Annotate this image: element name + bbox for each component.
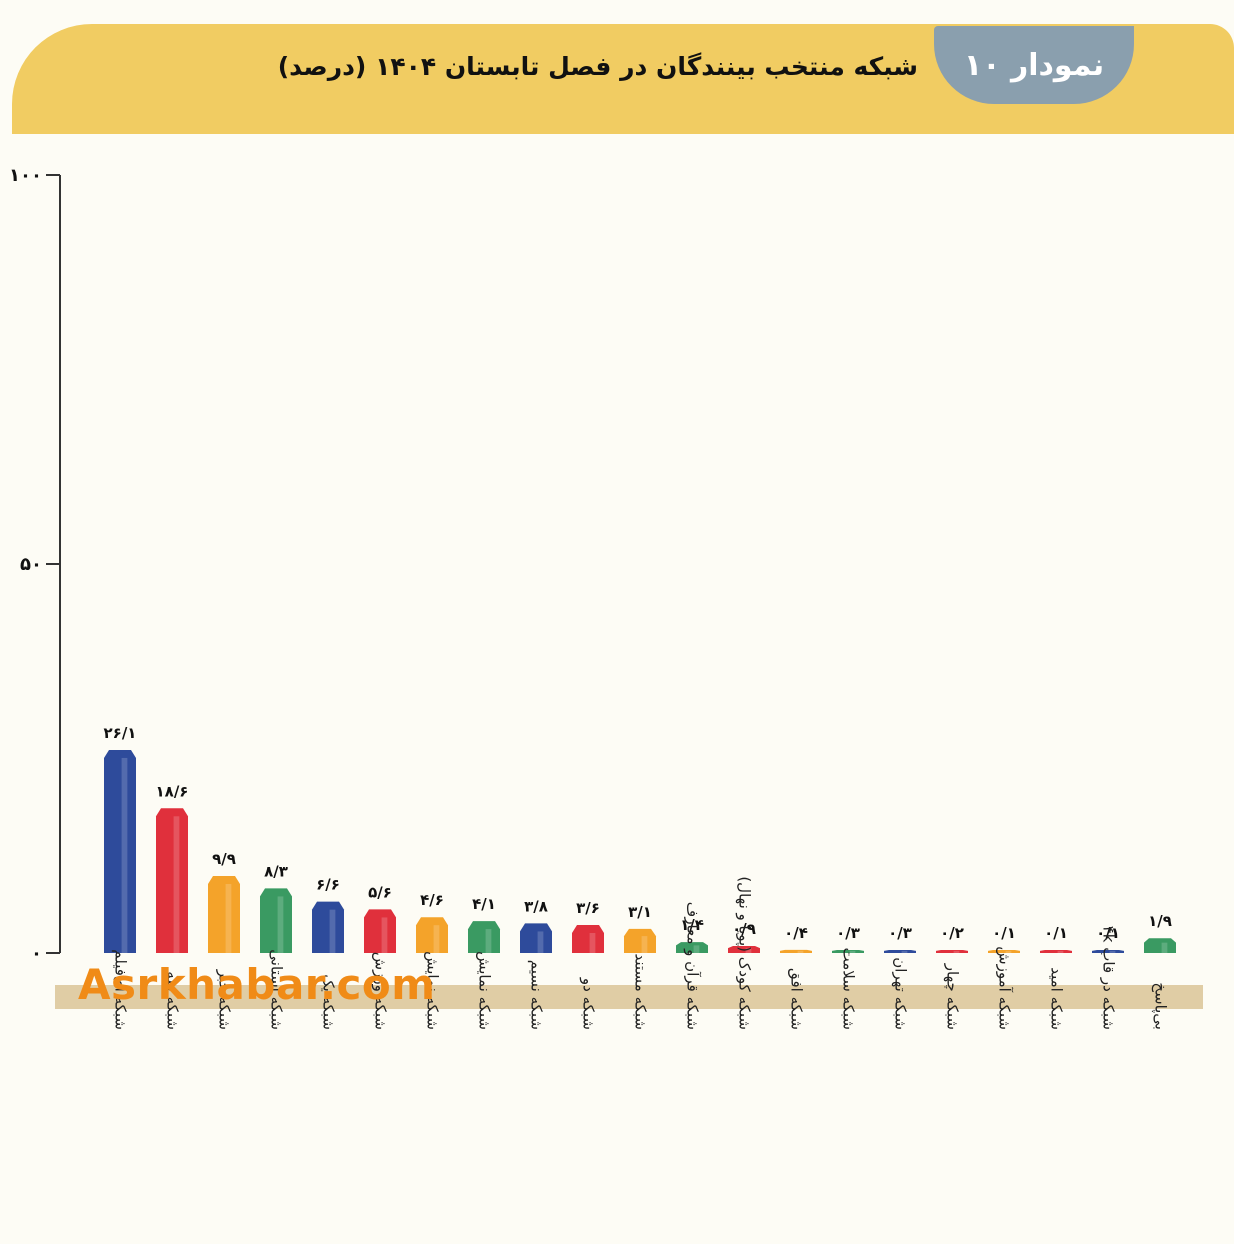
data-label: ۸/۳ [264, 862, 288, 880]
category-label: شبکه آموزش [996, 946, 1014, 1030]
bar [208, 875, 240, 953]
data-label: ۰/۹ [732, 920, 756, 938]
category-label: شبکه مستند [632, 953, 650, 1030]
data-label: ۰/۳ [836, 924, 860, 942]
data-label: ۰/۱ [1044, 924, 1068, 942]
data-label: ۲۶/۱ [104, 724, 137, 742]
category-label: شبکه قرآن و معارف [684, 902, 702, 1030]
data-label: ۱۸/۶ [156, 782, 189, 800]
data-label: ۰/۱ [1096, 924, 1120, 942]
y-tick-label: ۱۰۰ [9, 165, 42, 186]
data-label: ۰/۱ [992, 924, 1016, 942]
bar [780, 949, 812, 953]
category-label: شبکه دو [580, 977, 598, 1030]
bar [936, 950, 968, 953]
bar-highlight [797, 950, 804, 953]
bar-highlight [225, 883, 232, 953]
chart-title: شبکه منتخب بینندگان در فصل تابستان ۱۴۰۴ … [277, 52, 918, 81]
bar [520, 923, 552, 953]
bar [260, 888, 292, 953]
category-label: شبکه آی‌فیلم [112, 949, 130, 1030]
data-label: ۳/۸ [524, 897, 548, 915]
bar-highlight [953, 950, 960, 953]
data-label: ۱/۴ [680, 916, 704, 934]
data-label: ۹/۹ [212, 850, 236, 868]
bar [832, 950, 864, 953]
bar-highlight [745, 948, 752, 953]
category-labels-group: شبکه آی‌فیلم شبکه سه شبکه خبر شبکه استانی شب… [112, 876, 1170, 1030]
bar-highlight [485, 929, 492, 953]
category-label: شبکه تهران [892, 957, 910, 1030]
data-label: ۴/۶ [420, 891, 444, 909]
data-label: ۰/۲ [940, 924, 964, 942]
data-label: ۵/۶ [368, 883, 392, 901]
category-label: شبکه یک [320, 974, 338, 1030]
data-label: ۱/۹ [1148, 912, 1172, 930]
category-label: شبکه ورزش [372, 952, 390, 1030]
x-axis-band [55, 985, 1203, 1009]
data-label: ۴/۱ [472, 895, 496, 913]
bar-highlight [693, 945, 700, 953]
category-label: شبکه نسیم [528, 960, 546, 1030]
category-label: شبکه در قاب ۴k [1100, 926, 1118, 1030]
category-label: شبکه چهار [944, 963, 962, 1030]
category-label: شبکه افق [788, 968, 806, 1030]
bar [104, 749, 136, 953]
bar [572, 924, 604, 953]
y-tick-label: ۰ [31, 943, 42, 964]
category-label: شبکه نمایش [476, 951, 494, 1030]
data-label: ۳/۶ [576, 899, 600, 917]
category-label: شبکه خبر [216, 969, 234, 1030]
bar-highlight [277, 896, 284, 953]
y-tick-label: ۵۰ [20, 554, 42, 575]
bar [1144, 938, 1176, 953]
bar [416, 917, 448, 953]
bar-highlight [1057, 950, 1064, 953]
bar [728, 945, 760, 953]
bars-group: ۲۶/۱ ۱۸/۶ ۹/۹ ۸/۳ ۶/۶ ۵/۶ ۴/۶ ۴/۱ ۳/۸ ۳/۶ ۳/۱ ۱/۴ ۰/… [104, 724, 1176, 953]
category-label: شبکه استانی [268, 949, 286, 1030]
data-label: ۰/۳ [888, 924, 912, 942]
bar-highlight [849, 950, 856, 953]
category-label: شبکه سه [164, 971, 182, 1030]
bar [624, 928, 656, 953]
bar-highlight [1005, 950, 1012, 953]
y-axis: ۰ ۵۰ ۱۰۰ [9, 165, 61, 964]
bar [884, 950, 916, 953]
category-label: بی‌پاسخ [1151, 982, 1170, 1030]
bar-highlight [537, 931, 544, 953]
bar-highlight [589, 932, 596, 953]
category-label: شبکه سلامت [840, 948, 858, 1030]
bar [1092, 950, 1124, 953]
bar-highlight [1161, 942, 1168, 953]
bar [676, 942, 708, 953]
data-label: ۳/۱ [628, 903, 652, 921]
bar-highlight [1109, 950, 1116, 953]
bar [988, 950, 1020, 953]
category-label: شبکه کودک (پویا و نهال) [735, 876, 754, 1030]
category-label: شبکه نمایش [424, 951, 442, 1030]
chart-number-badge: نمودار ۱۰ [934, 26, 1134, 104]
bar-highlight [329, 909, 336, 953]
bar-highlight [173, 816, 180, 953]
watermark-text: Asrkhabar.com [78, 960, 436, 1009]
bar-highlight [121, 757, 128, 953]
bar [156, 808, 188, 953]
bar-highlight [433, 925, 440, 953]
bar-highlight [901, 950, 908, 953]
bar [312, 901, 344, 953]
bar [364, 909, 396, 953]
data-label: ۶/۶ [316, 876, 340, 894]
bar-highlight [381, 917, 388, 953]
data-label: ۰/۴ [784, 924, 808, 942]
bar [468, 921, 500, 953]
bar [1040, 950, 1072, 953]
bar-highlight [641, 936, 648, 953]
category-label: شبکه امید [1048, 967, 1066, 1030]
